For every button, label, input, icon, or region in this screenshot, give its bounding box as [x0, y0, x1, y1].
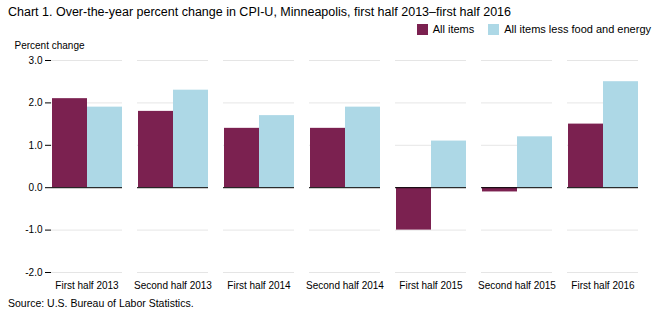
- svg-text:First half 2016: First half 2016: [571, 280, 635, 291]
- svg-text:-2.0: -2.0: [25, 267, 43, 278]
- svg-text:Second half 2013: Second half 2013: [134, 280, 212, 291]
- svg-text:Second half 2014: Second half 2014: [306, 280, 384, 291]
- svg-text:2.0: 2.0: [29, 97, 43, 108]
- html-text:All items less food and energy: All items less food and energy: [504, 23, 651, 35]
- svg-text:-1.0: -1.0: [25, 224, 43, 235]
- svg-text:First half 2013: First half 2013: [55, 280, 119, 291]
- svg-text:First half 2015: First half 2015: [399, 280, 463, 291]
- svg-text:3.0: 3.0: [29, 55, 43, 66]
- html-text:All items: All items: [432, 23, 475, 35]
- html-text:Chart 1. Over-the-year percent: Chart 1. Over-the-year percent change in…: [8, 5, 511, 19]
- svg-text:Percent change: Percent change: [15, 40, 85, 51]
- svg-text:1.0: 1.0: [29, 140, 43, 151]
- svg-text:Second half 2015: Second half 2015: [478, 280, 556, 291]
- svg-text:0.0: 0.0: [29, 182, 43, 193]
- svg-text:First half 2014: First half 2014: [227, 280, 291, 291]
- html-text:Source: U.S. Bureau of Labor S: Source: U.S. Bureau of Labor Statistics.: [8, 297, 194, 309]
